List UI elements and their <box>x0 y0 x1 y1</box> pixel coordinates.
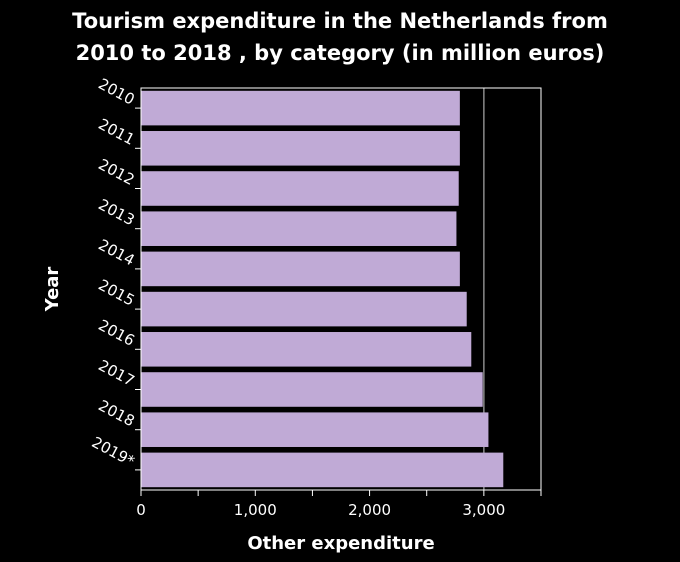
y-tick-label: 2016 <box>95 316 137 350</box>
x-axis-ticks: 0 1,000 2,000 3,000 <box>136 490 542 519</box>
bar-9 <box>141 452 504 488</box>
y-tick-label: 2012 <box>95 155 137 189</box>
bar-4 <box>141 251 460 287</box>
bar-8 <box>141 412 489 447</box>
bar-0 <box>141 90 460 126</box>
y-tick-label: 2015 <box>95 276 137 310</box>
chart-title-line-1: Tourism expenditure in the Netherlands f… <box>72 9 608 33</box>
x-tick-label: 1,000 <box>234 501 277 519</box>
bar-2 <box>141 171 459 206</box>
x-axis-label: Other expenditure <box>247 533 434 554</box>
x-tick-label: 2,000 <box>348 501 391 519</box>
chart-title-line-2: 2010 to 2018 , by category (in million e… <box>76 41 605 65</box>
y-tick-label: 2013 <box>95 195 137 229</box>
bar-5 <box>141 291 467 327</box>
x-tick-label: 0 <box>136 501 146 519</box>
y-tick-label: 2011 <box>95 115 137 149</box>
bar-1 <box>141 131 460 166</box>
bar-7 <box>141 372 483 407</box>
y-tick-label: 2014 <box>95 236 137 270</box>
plot-frame <box>140 87 542 491</box>
y-tick-label: 2017 <box>95 356 137 390</box>
y-axis-label: Year <box>42 267 63 313</box>
bar-6 <box>141 332 472 367</box>
y-tick-label: 2010 <box>95 75 137 109</box>
bars-layer <box>141 90 504 488</box>
y-tick-label: 2018 <box>95 396 137 430</box>
y-axis-ticks: 2010 2011 2012 2013 2014 2015 2016 2017 20182019… <box>89 75 141 471</box>
y-tick-label: 2019* <box>89 433 138 471</box>
x-tick-label: 3,000 <box>462 501 505 519</box>
bar-3 <box>141 211 457 246</box>
